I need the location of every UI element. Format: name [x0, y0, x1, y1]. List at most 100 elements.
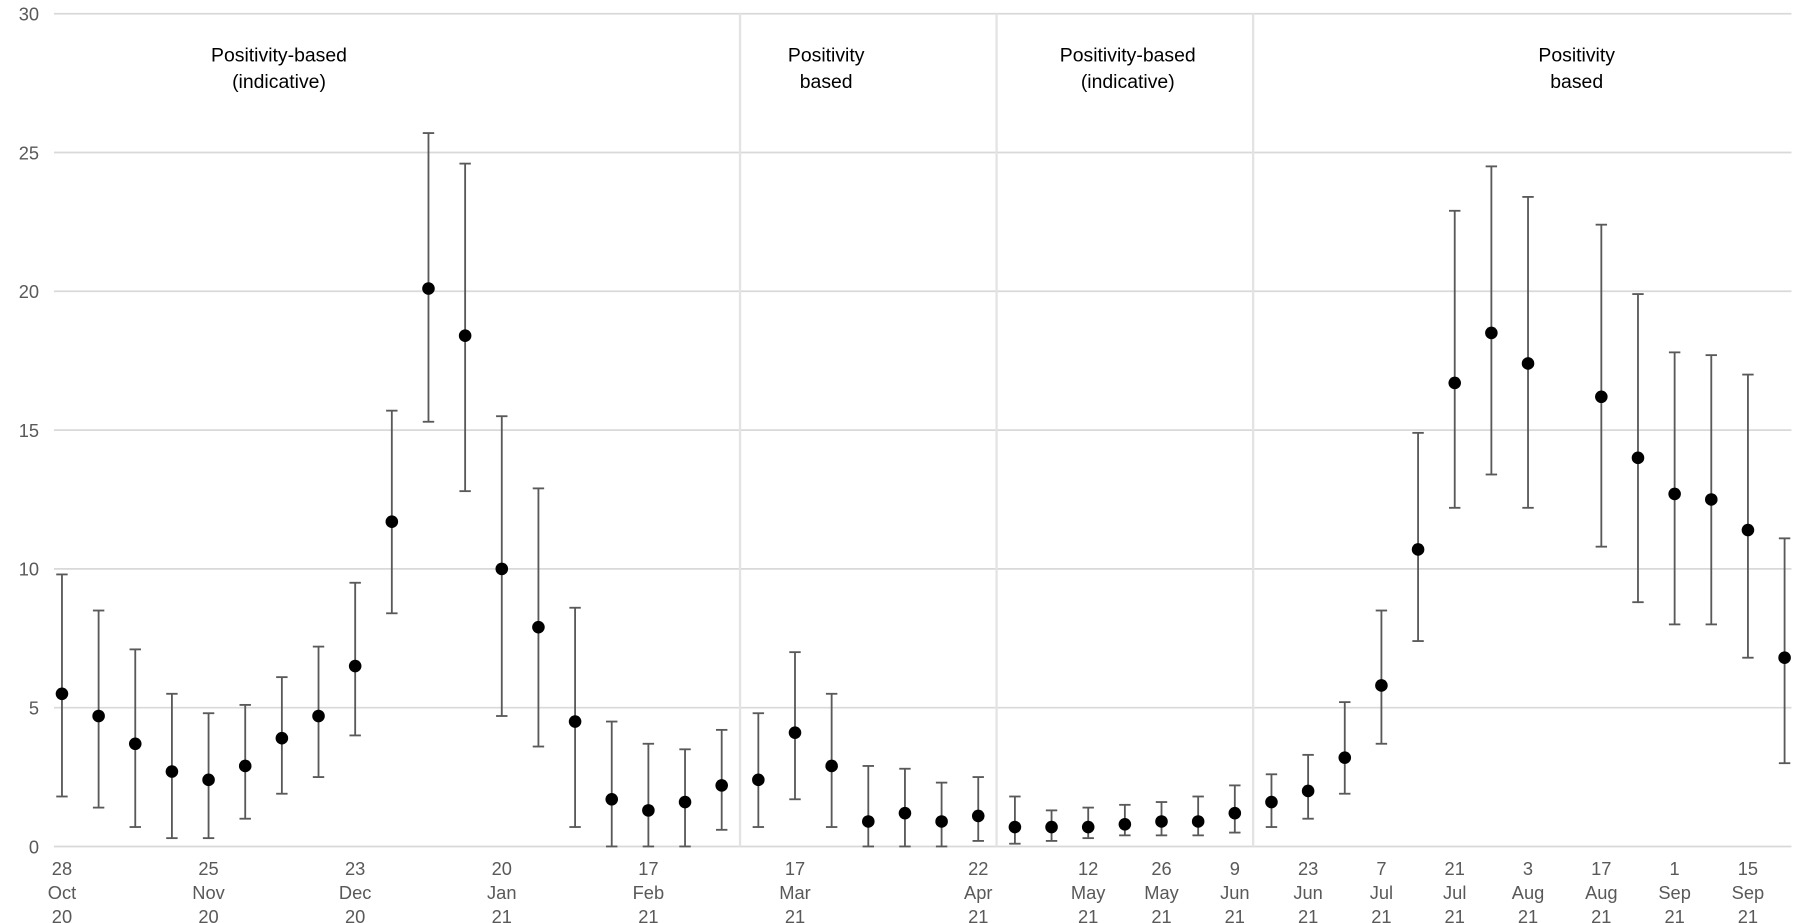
point	[348, 659, 362, 673]
point	[1155, 815, 1168, 828]
error-bar	[349, 581, 361, 737]
point	[605, 792, 619, 806]
point	[202, 773, 215, 787]
error-bar	[642, 742, 655, 848]
point	[971, 809, 985, 823]
section-label: based	[800, 71, 853, 93]
point	[568, 715, 582, 728]
point	[458, 329, 472, 342]
error-bar	[1632, 293, 1644, 604]
point	[1081, 820, 1095, 834]
x-tick-label: 15 Sep 21	[1732, 858, 1764, 923]
y-tick-label: 20	[19, 281, 39, 302]
point	[1008, 820, 1022, 834]
point	[532, 620, 545, 634]
point	[1631, 451, 1645, 465]
point	[1521, 357, 1535, 370]
error-bar	[386, 409, 398, 615]
section-label: Positivity	[788, 45, 865, 67]
error-bar	[1375, 609, 1388, 745]
error-bar	[606, 720, 618, 848]
point	[128, 737, 142, 751]
point	[1118, 817, 1132, 831]
section-label: (indicative)	[232, 71, 326, 93]
error-bar	[862, 765, 875, 848]
error-bar	[972, 776, 984, 842]
point	[1265, 795, 1278, 809]
error-bar	[1705, 354, 1717, 626]
x-tick-label: 17 Feb 21	[633, 858, 664, 923]
section-label: Positivity	[1538, 45, 1615, 67]
x-tick-label: 25 Nov 20	[192, 858, 225, 923]
point	[1338, 751, 1352, 764]
error-bar	[1449, 209, 1461, 509]
x-tick-label: 21 Jul 21	[1443, 858, 1466, 923]
x-tick-label: 17 Aug 21	[1585, 858, 1618, 923]
y-tick-label: 0	[29, 836, 39, 857]
point	[1668, 487, 1681, 501]
x-tick-label: 1 Sep 21	[1658, 858, 1691, 923]
point	[1301, 784, 1315, 798]
error-bar	[789, 651, 801, 801]
point	[165, 765, 179, 778]
point	[312, 709, 325, 723]
error-bar	[1522, 196, 1534, 509]
point	[1448, 376, 1462, 390]
error-bar	[1009, 795, 1021, 845]
point	[495, 562, 509, 576]
point	[678, 795, 692, 809]
point	[1228, 806, 1242, 820]
point	[275, 731, 289, 745]
x-tick-label: 9 Jun 21	[1220, 858, 1249, 923]
section-label: (indicative)	[1081, 71, 1175, 93]
error-bar	[752, 712, 765, 828]
y-tick-label: 25	[19, 142, 39, 163]
error-bar	[459, 162, 471, 493]
x-tick-label: 12 May 21	[1071, 858, 1106, 923]
x-tick-label: 23 Jun 21	[1293, 858, 1322, 923]
point	[1741, 523, 1755, 537]
error-bar	[422, 132, 435, 423]
point	[715, 779, 728, 792]
x-tick-label: 7 Jul 21	[1370, 858, 1393, 923]
y-tick-label: 5	[29, 698, 39, 719]
point	[92, 709, 105, 723]
y-tick-label: 10	[19, 559, 39, 580]
error-bar	[92, 609, 105, 809]
point	[1411, 543, 1425, 556]
x-tick-label: 26 May 21	[1144, 858, 1179, 923]
error-bar	[1485, 165, 1498, 476]
x-tick-label: 3 Aug 21	[1512, 858, 1544, 923]
error-bar	[56, 573, 68, 798]
error-bar	[935, 781, 948, 848]
error-bar	[1412, 431, 1424, 642]
point	[1778, 651, 1791, 664]
x-tick-label: 22 Apr 21	[964, 858, 992, 923]
point	[898, 806, 912, 820]
error-bar	[1742, 373, 1754, 659]
section-label: Positivity-based	[1060, 45, 1196, 67]
point	[862, 815, 875, 828]
error-bar	[1595, 223, 1608, 548]
section-label: based	[1550, 71, 1603, 93]
point	[788, 726, 802, 739]
point	[752, 773, 765, 787]
point	[1375, 679, 1388, 692]
point	[385, 515, 399, 528]
section-label: Positivity-based	[211, 45, 347, 67]
point	[1705, 493, 1718, 506]
y-tick-label: 15	[19, 420, 39, 441]
x-tick-label: 20 Jan 21	[487, 858, 516, 923]
point	[238, 759, 252, 773]
error-bar	[1778, 537, 1791, 765]
point	[1191, 815, 1205, 828]
x-tick-label: 28 Oct 20	[48, 858, 76, 923]
point	[1045, 820, 1058, 834]
point	[642, 804, 655, 817]
x-tick-label: 17 Mar 21	[779, 858, 810, 923]
x-tick-label: 23 Dec 20	[339, 858, 371, 923]
point	[55, 687, 69, 701]
point	[935, 815, 948, 828]
point	[825, 759, 838, 773]
